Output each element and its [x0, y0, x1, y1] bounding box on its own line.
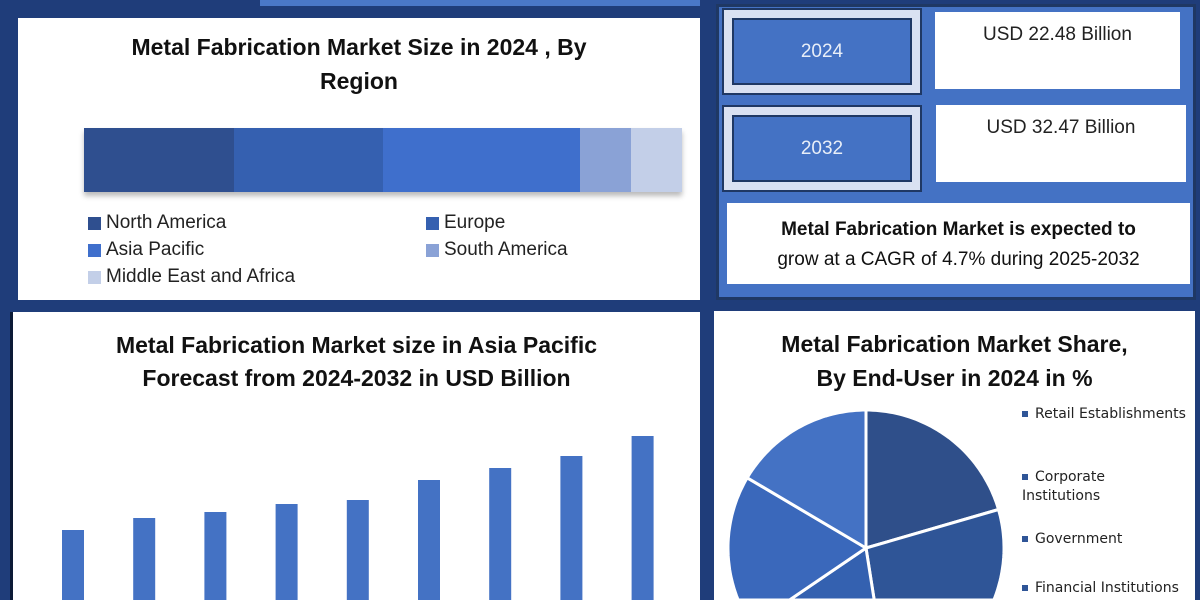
legend-swatch: [1022, 474, 1028, 480]
legend-swatch: [88, 270, 101, 284]
legend-swatch: [1022, 585, 1028, 591]
enduser-title-2: By End-User in 2024 in %: [816, 365, 1093, 391]
pie-legend-financial: Financial Institutions: [1022, 579, 1179, 598]
legend-label: Europe: [444, 212, 506, 233]
year-box-2032: 2032: [722, 105, 922, 192]
value-2024: USD 22.48 Billion: [935, 12, 1180, 89]
year-box-2024: 2024: [722, 8, 922, 95]
region-legend-item: Middle East and Africa: [88, 266, 295, 288]
region-legend-item: South America: [426, 239, 568, 261]
legend-label: Corporate Institutions: [1022, 469, 1105, 504]
legend-swatch: [88, 216, 101, 230]
region-chart-title: Metal Fabrication Market Size in 2024 , …: [131, 34, 587, 94]
apac-chart-title: Metal Fabrication Market size in Asia Pa…: [115, 332, 598, 391]
cagr-box: Metal Fabrication Market is expected to …: [727, 203, 1190, 284]
cagr-headline: Metal Fabrication Market is expected to: [781, 219, 1136, 240]
legend-label: South America: [444, 239, 568, 260]
region-segment-europe: [233, 128, 383, 192]
legend-label: Middle East and Africa: [106, 266, 296, 287]
legend-swatch: [426, 216, 439, 230]
region-legend-item: Asia Pacific: [88, 239, 204, 261]
pie-slice-other: [745, 408, 868, 551]
legend-swatch: [426, 243, 439, 257]
region-legend-item: Europe: [426, 212, 505, 234]
region-segment-asia-pacific: [383, 128, 581, 192]
pie-legend-retail: Retail Establishments: [1022, 405, 1186, 424]
year-2032: 2032: [732, 115, 912, 182]
pie-slice-retail-establishments: [864, 408, 1001, 550]
bar-2025: [133, 518, 156, 600]
value-2032: USD 32.47 Billion: [936, 105, 1186, 182]
year-2024: 2024: [732, 18, 912, 85]
legend-label: Asia Pacific: [106, 239, 205, 260]
pie-legend-corporate: Corporate Institutions: [1022, 468, 1132, 506]
pie-slice-corporate-institutions: [864, 507, 1006, 600]
top-strip: [260, 0, 700, 6]
bar-2029: [418, 480, 440, 600]
bar-2028: [346, 500, 369, 600]
bar-2031: [560, 456, 583, 600]
legend-label: Financial Institutions: [1035, 580, 1179, 596]
region-segment-south-america: [580, 128, 632, 192]
bar-2027: [275, 504, 298, 600]
bar-2024: [62, 530, 84, 600]
bar-2030: [489, 468, 512, 600]
region-segment-north-america: [84, 128, 234, 192]
legend-label: Government: [1035, 531, 1123, 547]
bar-2032: [631, 436, 654, 600]
legend-swatch: [1022, 536, 1028, 542]
legend-label: North America: [106, 212, 227, 233]
region-legend-item: North America: [88, 212, 226, 234]
pie-slice-financial-institutions: [726, 475, 869, 600]
cagr-text: grow at a CAGR of 4.7% during 2025-2032: [777, 249, 1140, 270]
legend-label: Retail Establishments: [1035, 406, 1186, 422]
legend-swatch: [1022, 411, 1028, 417]
region-segment-middle-east-and-africa: [631, 128, 682, 192]
enduser-title-1: Metal Fabrication Market Share,: [781, 331, 1128, 357]
pie-legend-government: Government: [1022, 530, 1122, 549]
bar-2026: [204, 512, 227, 600]
apac-bar-chart: [62, 436, 654, 600]
region-stacked-bar: [84, 128, 682, 192]
legend-swatch: [88, 243, 101, 257]
